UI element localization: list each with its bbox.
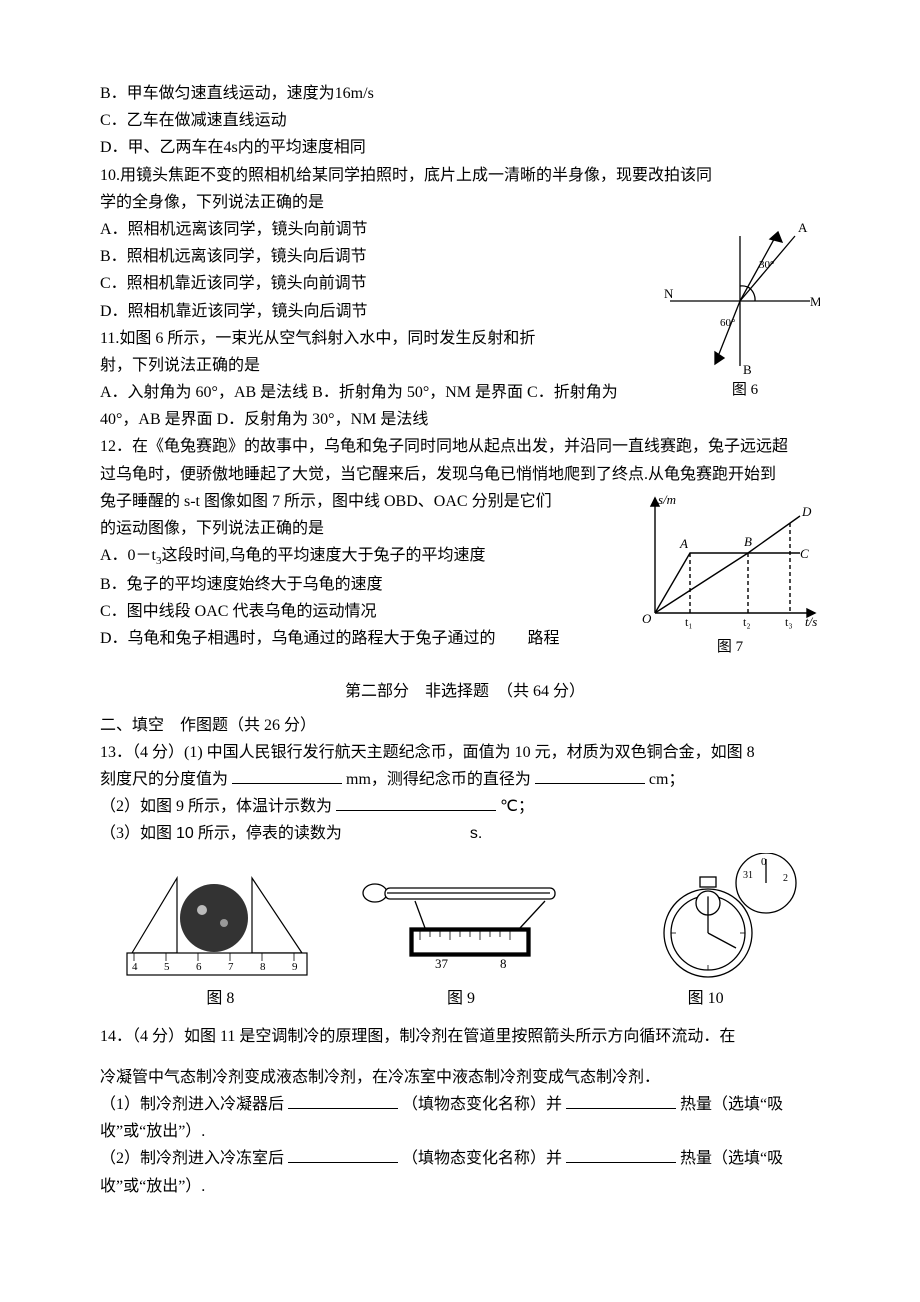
figure-8: 4 5 6 7 8 9 (122, 868, 312, 983)
q12-optA-pre: A．0－t (100, 547, 156, 564)
fig7-D: D (801, 504, 812, 519)
part2-title: 第二部分 非选择题 （共 64 分） (100, 678, 830, 705)
fig7-A: A (679, 536, 688, 551)
q13-l4a: （3）如图 (100, 825, 172, 842)
figure-6: A B N M 30° 60° 图 6 (660, 216, 830, 404)
fig8-tick-5: 5 (164, 961, 170, 973)
q14-l4a: （2）制冷剂进入冷冻室后 (100, 1150, 288, 1167)
q12-stem-2: 过乌龟时，便骄傲地睡起了大觉，当它醒来后，发现乌龟已悄悄地爬到了终点.从龟兔赛跑… (100, 461, 830, 488)
fig8-tick-7: 7 (228, 961, 234, 973)
blank-diameter[interactable] (535, 767, 645, 784)
fig8-tick-4: 4 (132, 961, 138, 973)
fig10-caption: 图 10 (688, 985, 724, 1012)
fig-labels-8-9-10: 图 8 图 9 图 10 (100, 985, 830, 1012)
fig10-num-31: 31 (743, 870, 753, 881)
figure-row-8-9-10: 4 5 6 7 8 9 (100, 853, 830, 983)
fig6-label-M: M (810, 294, 820, 309)
q13-l2c: cm； (649, 771, 685, 788)
q12-optA-post: 这段时间,乌龟的平均速度大于兔子的平均速度 (162, 547, 486, 564)
q12-stem-1: 12．在《龟兔赛跑》的故事中，乌龟和兔子同时同地从起点出发，并沿同一直线赛跑，兔… (100, 433, 830, 460)
fig7-t2: t₂ (743, 615, 751, 629)
q13-l2b: mm，测得纪念币的直径为 (346, 771, 531, 788)
q13-l4b: 所示，停表的读数为 (198, 825, 342, 842)
blank-14-1a[interactable] (288, 1092, 398, 1109)
q13-l2a: 刻度尺的分度值为 (100, 771, 228, 788)
q14-l3d: 收”或“放出”）. (100, 1118, 830, 1145)
q13-l1: 13．（4 分）(1) 中国人民银行发行航天主题纪念币，面值为 10 元，材质为… (100, 739, 830, 766)
blank-14-2b[interactable] (566, 1146, 676, 1163)
q13-l4c: s. (470, 825, 482, 842)
fig7-ylabel: s/m (658, 492, 676, 507)
q14-l4c: 热量（选填“吸 (680, 1150, 783, 1167)
figure-10: 0 31 2 (618, 853, 808, 983)
fig7-caption: 图 7 (630, 635, 830, 661)
fig8-tick-9: 9 (292, 961, 298, 973)
section2-title: 二、填空 作图题（共 26 分） (100, 712, 830, 739)
fig8-caption: 图 8 (206, 985, 234, 1012)
q9-optB: B．甲车做匀速直线运动，速度为16m/s (100, 80, 830, 107)
fig7-t1: t₁ (685, 615, 693, 629)
fig6-svg: A B N M 30° 60° (660, 216, 820, 376)
fig6-angle-30: 30° (759, 259, 774, 271)
q13-l3a: （2）如图 9 所示，体温计示数为 (100, 798, 332, 815)
fig7-O: O (642, 611, 652, 626)
fig9-caption: 图 9 (447, 985, 475, 1012)
fig6-label-N: N (664, 286, 674, 301)
fig6-label-A: A (798, 220, 808, 235)
fig10-num-2: 2 (783, 873, 788, 884)
fig9-tick-8: 8 (500, 956, 507, 971)
q14-l3c: 热量（选填“吸 (680, 1096, 783, 1113)
q14-l4: （2）制冷剂进入冷冻室后 （填物态变化名称）并 热量（选填“吸 (100, 1145, 830, 1172)
fig8-tick-8: 8 (260, 961, 266, 973)
q14-l3: （1）制冷剂进入冷凝器后 （填物态变化名称）并 热量（选填“吸 (100, 1091, 830, 1118)
q9-optC: C．乙车在做减速直线运动 (100, 107, 830, 134)
fig7-t3: t₃ (785, 615, 793, 629)
fig7-C: C (800, 546, 809, 561)
fig6-label-B: B (743, 362, 752, 376)
q14-l4d: 收”或“放出”）. (100, 1173, 830, 1200)
q9-optD: D．甲、乙两车在4s内的平均速度相同 (100, 134, 830, 161)
fig10-num-0: 0 (761, 856, 767, 868)
q13-l3b: ℃； (500, 798, 534, 815)
fig9-tick-37: 37 (435, 956, 449, 971)
blank-14-1b[interactable] (566, 1092, 676, 1109)
fig8-tick-6: 6 (196, 961, 202, 973)
q13-l4: （3）如图 10 所示，停表的读数为 s. (100, 820, 830, 847)
q14-l4b: （填物态变化名称）并 (402, 1150, 562, 1167)
q14-l1: 14．（4 分）如图 11 是空调制冷的原理图，制冷剂在管道里按照箭头所示方向循… (100, 1023, 830, 1050)
q14-l2: 冷凝管中气态制冷剂变成液态制冷剂，在冷冻室中液态制冷剂变成气态制冷剂． (100, 1064, 830, 1091)
fig7-xlabel: t/s (805, 614, 817, 629)
blank-ruler-div[interactable] (232, 767, 342, 784)
fig7-B: B (744, 534, 752, 549)
fig6-caption: 图 6 (660, 378, 830, 404)
fig7-svg: s/m t/s O A B C D t₁ t₂ t₃ (630, 488, 825, 633)
blank-thermo[interactable] (336, 794, 496, 811)
figure-9: 37 8 (355, 868, 575, 983)
q10-stem-1: 10.用镜头焦距不变的照相机给某同学拍照时，底片上成一清晰的半身像，现要改拍该同 (100, 162, 830, 189)
q13-l2: 刻度尺的分度值为 mm，测得纪念币的直径为 cm； (100, 766, 830, 793)
blank-14-2a[interactable] (288, 1146, 398, 1163)
q14-l3a: （1）制冷剂进入冷凝器后 (100, 1096, 288, 1113)
q13-l4fig: 10 (176, 825, 194, 842)
q13-l3: （2）如图 9 所示，体温计示数为 ℃； (100, 793, 830, 820)
q14-l3b: （填物态变化名称）并 (402, 1096, 562, 1113)
fig6-angle-60: 60° (720, 317, 735, 329)
q10-stem-2: 学的全身像，下列说法正确的是 (100, 189, 830, 216)
q11-opts-2: 40°，AB 是界面 D．反射角为 30°，NM 是法线 (100, 406, 830, 433)
figure-7: s/m t/s O A B C D t₁ t₂ t₃ 图 7 (630, 488, 830, 661)
